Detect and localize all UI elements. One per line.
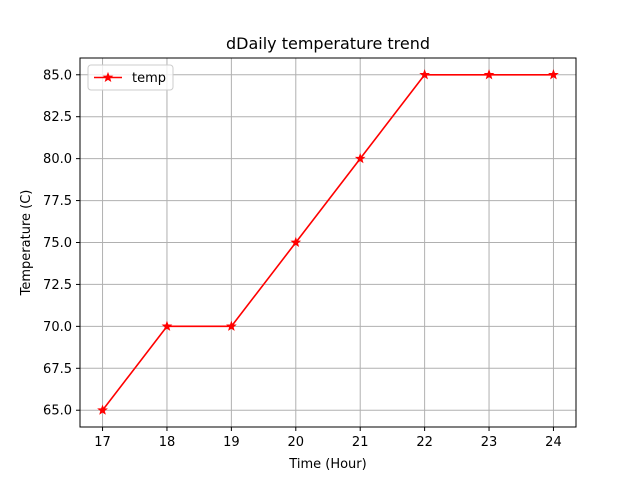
data-point-marker [161,320,173,331]
chart-title: dDaily temperature trend [226,34,430,53]
legend-label-temp: temp [132,71,166,86]
axis-ticks: 17 18 19 20 21 22 23 24 65.0 67.5 70.0 72.5 75.0 77.5… [43,68,562,450]
x-tick-label: 17 [94,435,111,450]
x-tick-label: 18 [159,435,176,450]
x-tick-label: 19 [223,435,240,450]
legend-star-marker [102,71,114,83]
data-point-marker [290,236,302,248]
data-point-marker [483,69,495,80]
legend: temp [87,64,174,91]
series-layer [97,69,559,415]
x-tick-label: 24 [545,435,562,450]
series-line-temp [101,73,554,411]
grid-lines [80,58,576,427]
y-tick-label: 80.0 [43,152,72,167]
data-point-marker [97,404,108,415]
x-tick-label: 20 [288,435,305,450]
data-point-marker [226,320,237,331]
x-axis-label: Time (Hour) [288,457,366,472]
y-tick-label: 72.5 [43,278,72,293]
x-tick-label: 22 [416,435,433,450]
data-point-marker [419,69,430,80]
y-tick-label: 82.5 [43,110,72,125]
y-tick-label: 85.0 [43,68,72,83]
y-tick-label: 67.5 [43,362,72,377]
y-tick-label: 75.0 [43,236,72,251]
y-tick-label: 65.0 [43,404,72,419]
y-axis-label: Temperature (C) [19,190,34,297]
x-tick-label: 23 [481,435,498,450]
data-point-marker [354,153,366,164]
data-point-marker [548,69,559,80]
x-tick-label: 21 [352,435,369,450]
y-tick-label: 70.0 [43,320,72,335]
plot-area-frame [79,57,577,428]
legend-box [87,64,174,91]
y-tick-label: 77.5 [43,194,72,209]
